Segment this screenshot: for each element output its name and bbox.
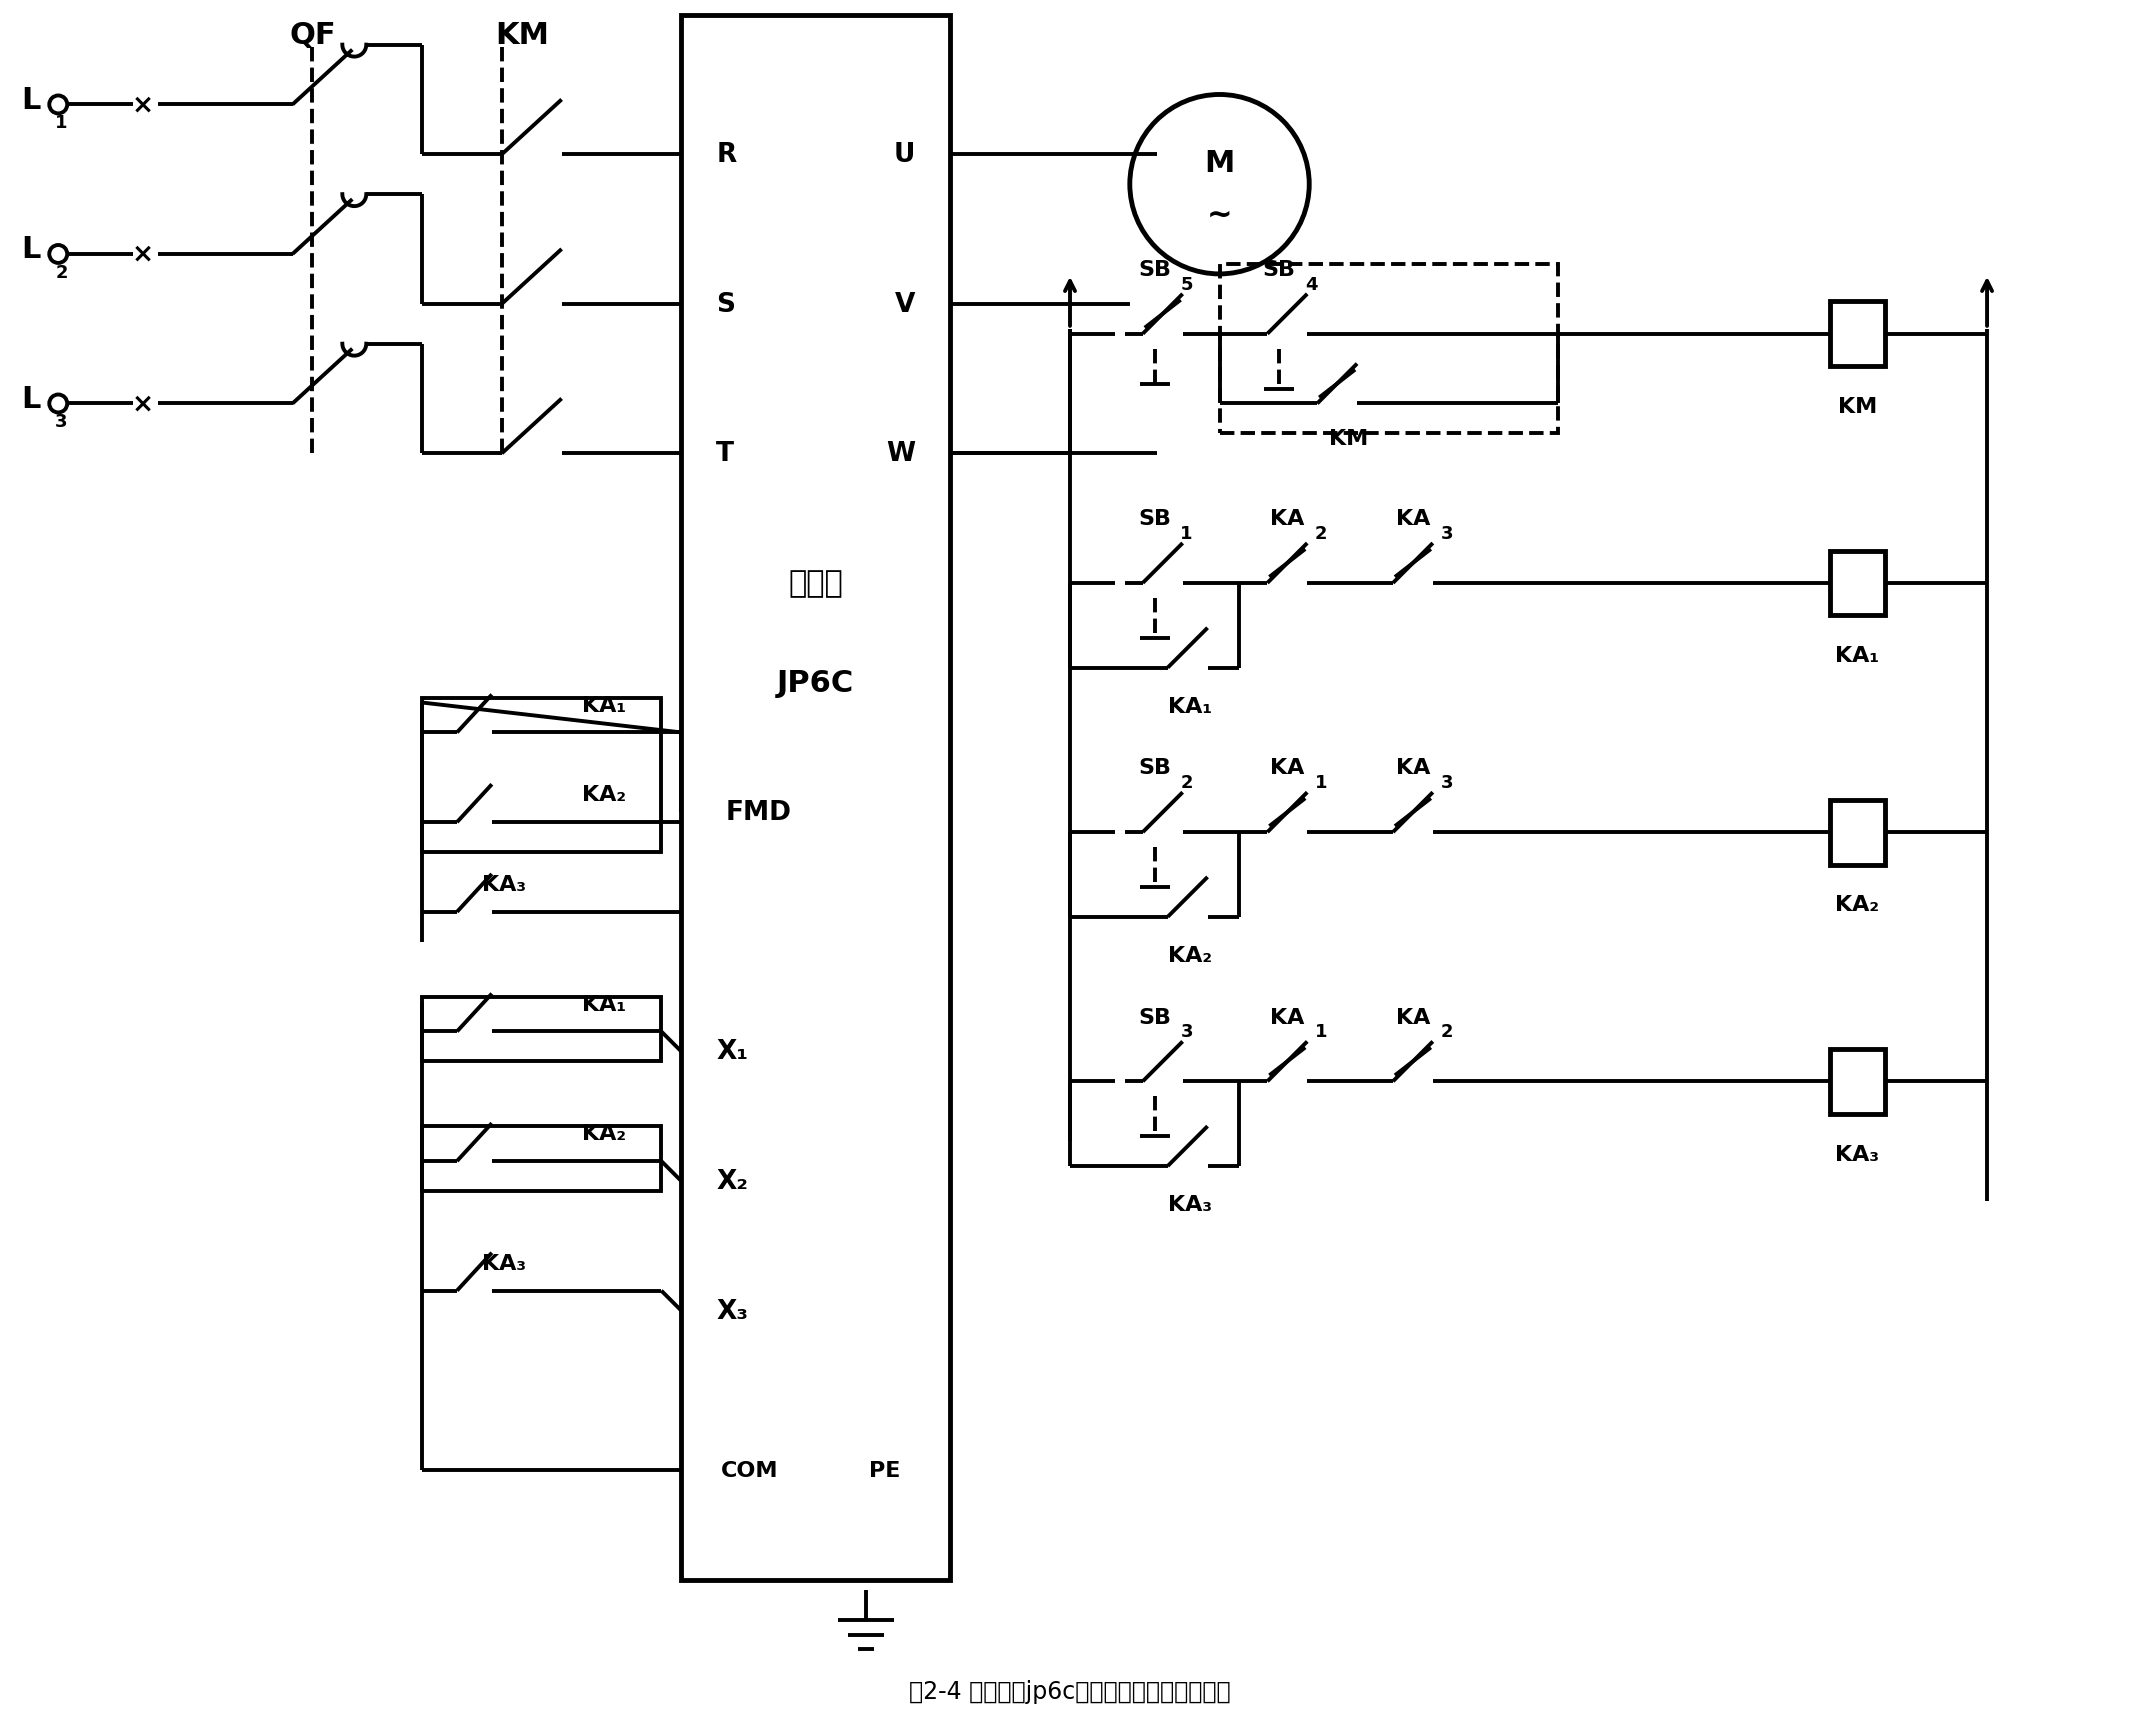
Text: R: R <box>715 142 737 168</box>
Text: SB: SB <box>1139 1006 1171 1027</box>
Text: 5: 5 <box>1180 275 1193 294</box>
Text: KA: KA <box>1270 509 1304 528</box>
Bar <box>1220 265 1559 435</box>
Text: FMD: FMD <box>726 800 792 826</box>
Text: KA₂: KA₂ <box>1167 946 1212 965</box>
Text: S: S <box>715 291 734 317</box>
Text: X₁: X₁ <box>715 1039 747 1065</box>
Text: 变频器: 变频器 <box>788 570 844 598</box>
Bar <box>1831 1050 1884 1114</box>
Bar <box>1831 800 1884 864</box>
Text: KA₃: KA₃ <box>482 1252 527 1273</box>
Text: SB: SB <box>1139 509 1171 528</box>
Bar <box>422 998 662 1062</box>
Text: JP6C: JP6C <box>777 669 854 698</box>
Text: KA: KA <box>1270 1006 1304 1027</box>
Text: KA: KA <box>1396 509 1430 528</box>
Bar <box>1831 301 1884 367</box>
Text: X₂: X₂ <box>715 1169 747 1195</box>
Text: ×: × <box>133 391 154 417</box>
Text: 1: 1 <box>1315 1024 1327 1041</box>
Text: KA₂: KA₂ <box>1835 895 1880 914</box>
Text: KA₃: KA₃ <box>1835 1143 1880 1164</box>
Bar <box>422 698 662 852</box>
Text: QF: QF <box>289 21 336 50</box>
Text: L: L <box>21 236 41 265</box>
Text: 1: 1 <box>1180 525 1193 542</box>
Text: W: W <box>886 442 916 468</box>
Text: KA₁: KA₁ <box>582 994 625 1013</box>
Text: KA₁: KA₁ <box>1167 696 1212 715</box>
Text: M: M <box>1205 149 1235 178</box>
Text: COM: COM <box>722 1460 779 1481</box>
Text: 图2-4 采用国产jp6c型变频器的三速运行线路: 图2-4 采用国产jp6c型变频器的三速运行线路 <box>910 1680 1231 1703</box>
Text: KM: KM <box>1837 397 1878 417</box>
Text: 2: 2 <box>1441 1024 1454 1041</box>
Text: KM: KM <box>1330 430 1368 449</box>
Text: KA₂: KA₂ <box>582 785 625 805</box>
Text: KA: KA <box>1396 759 1430 778</box>
Text: ~: ~ <box>1208 201 1233 229</box>
Text: KM: KM <box>495 21 548 50</box>
Text: SB: SB <box>1139 759 1171 778</box>
Text: SB: SB <box>1139 260 1171 281</box>
Text: KA₃: KA₃ <box>1167 1195 1212 1214</box>
Bar <box>681 16 951 1580</box>
Bar <box>1831 551 1884 617</box>
Text: X₃: X₃ <box>715 1297 747 1323</box>
Bar <box>422 1126 662 1192</box>
Text: 3: 3 <box>1441 774 1454 792</box>
Text: T: T <box>715 442 734 468</box>
Text: ×: × <box>133 92 154 118</box>
Text: 3: 3 <box>56 414 69 431</box>
Text: 3: 3 <box>1441 525 1454 542</box>
Text: L: L <box>21 87 41 114</box>
Text: L: L <box>21 385 41 414</box>
Text: 2: 2 <box>56 263 69 282</box>
Text: V: V <box>895 291 916 317</box>
Text: KA₃: KA₃ <box>482 875 527 894</box>
Text: KA₁: KA₁ <box>582 695 625 715</box>
Text: SB: SB <box>1263 260 1295 281</box>
Text: 3: 3 <box>1180 1024 1193 1041</box>
Text: 4: 4 <box>1306 275 1317 294</box>
Text: 1: 1 <box>1315 774 1327 792</box>
Text: 1: 1 <box>56 114 69 132</box>
Text: KA₁: KA₁ <box>1835 646 1880 665</box>
Text: 2: 2 <box>1315 525 1327 542</box>
Text: PE: PE <box>869 1460 901 1481</box>
Text: KA₂: KA₂ <box>582 1124 625 1143</box>
Text: KA: KA <box>1396 1006 1430 1027</box>
Text: U: U <box>895 142 916 168</box>
Text: KA: KA <box>1270 759 1304 778</box>
Text: 2: 2 <box>1180 774 1193 792</box>
Text: ×: × <box>133 242 154 268</box>
